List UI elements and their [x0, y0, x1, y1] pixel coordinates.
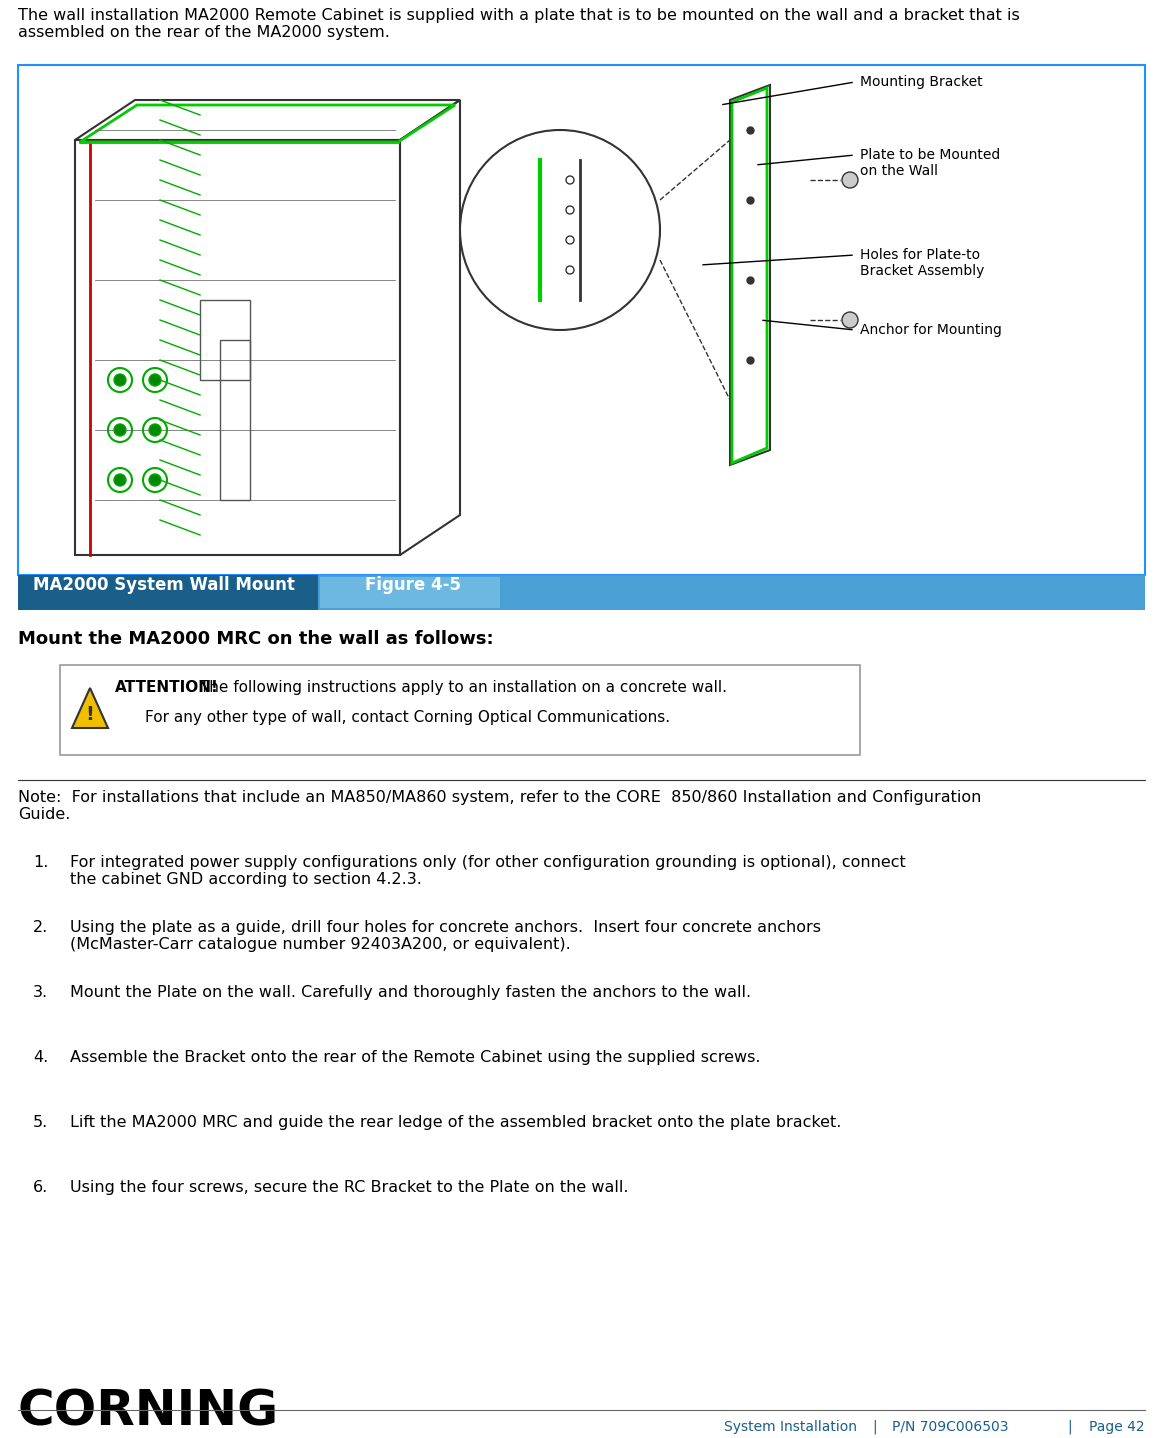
Bar	[220, 339, 250, 500]
Text: Note:  For installations that include an MA850/MA860 system, refer to the CORE  : Note: For installations that include an …	[17, 789, 982, 823]
Circle shape	[566, 266, 575, 275]
Text: CORNING: CORNING	[17, 1388, 279, 1437]
Text: 3.: 3.	[33, 985, 48, 999]
Text: Mounting Bracket: Mounting Bracket	[859, 75, 983, 89]
Circle shape	[842, 173, 858, 188]
Text: Plate to be Mounted
on the Wall: Plate to be Mounted on the Wall	[859, 148, 1000, 178]
Circle shape	[566, 175, 575, 184]
Text: 5.: 5.	[33, 1114, 48, 1130]
Text: P/N 709C006503: P/N 709C006503	[892, 1419, 1008, 1434]
Circle shape	[461, 129, 659, 329]
Circle shape	[149, 374, 160, 385]
Bar	[317, 575, 1146, 610]
Text: MA2000 System Wall Mount: MA2000 System Wall Mount	[33, 577, 295, 594]
Text: Using the plate as a guide, drill four holes for concrete anchors.  Insert four : Using the plate as a guide, drill four h…	[70, 920, 821, 952]
Text: Mount the Plate on the wall. Carefully and thoroughly fasten the anchors to the : Mount the Plate on the wall. Carefully a…	[70, 985, 751, 999]
Circle shape	[114, 374, 126, 385]
Circle shape	[842, 312, 858, 328]
Text: For any other type of wall, contact Corning Optical Communications.: For any other type of wall, contact Corn…	[145, 710, 670, 725]
Text: 1.: 1.	[33, 856, 49, 870]
Text: Figure 4-5: Figure 4-5	[365, 577, 461, 594]
Text: Lift the MA2000 MRC and guide the rear ledge of the assembled bracket onto the p: Lift the MA2000 MRC and guide the rear l…	[70, 1114, 841, 1130]
Text: Assemble the Bracket onto the rear of the Remote Cabinet using the supplied scre: Assemble the Bracket onto the rear of th…	[70, 1050, 761, 1066]
Text: Page 42: Page 42	[1090, 1419, 1146, 1434]
Text: Using the four screws, secure the RC Bracket to the Plate on the wall.: Using the four screws, secure the RC Bra…	[70, 1181, 628, 1195]
Circle shape	[566, 206, 575, 214]
Text: For integrated power supply configurations only (for other configuration groundi: For integrated power supply configuratio…	[70, 856, 906, 887]
Circle shape	[566, 236, 575, 244]
Circle shape	[114, 424, 126, 436]
Bar	[17, 65, 1146, 575]
Text: Anchor for Mounting: Anchor for Mounting	[859, 324, 1001, 336]
Text: The following instructions apply to an installation on a concrete wall.: The following instructions apply to an i…	[195, 680, 727, 695]
Text: 4.: 4.	[33, 1050, 48, 1066]
Text: |: |	[872, 1419, 877, 1435]
Circle shape	[149, 424, 160, 436]
Text: !: !	[86, 706, 94, 725]
Circle shape	[149, 475, 160, 486]
Circle shape	[114, 475, 126, 486]
Text: Holes for Plate-to
Bracket Assembly: Holes for Plate-to Bracket Assembly	[859, 247, 984, 278]
Text: |: |	[1068, 1419, 1072, 1435]
Text: ATTENTION!: ATTENTION!	[115, 680, 219, 695]
Text: 2.: 2.	[33, 920, 48, 935]
Text: System Installation: System Installation	[723, 1419, 856, 1434]
Text: 6.: 6.	[33, 1181, 48, 1195]
Bar	[17, 575, 317, 610]
Bar	[60, 664, 859, 755]
Polygon shape	[72, 687, 108, 728]
Text: The wall installation MA2000 Remote Cabinet is supplied with a plate that is to : The wall installation MA2000 Remote Cabi…	[17, 9, 1020, 40]
Text: Mount the MA2000 MRC on the wall as follows:: Mount the MA2000 MRC on the wall as foll…	[17, 630, 493, 649]
Bar	[200, 301, 250, 380]
Text: CORNING: CORNING	[181, 325, 979, 475]
Bar	[320, 577, 500, 608]
